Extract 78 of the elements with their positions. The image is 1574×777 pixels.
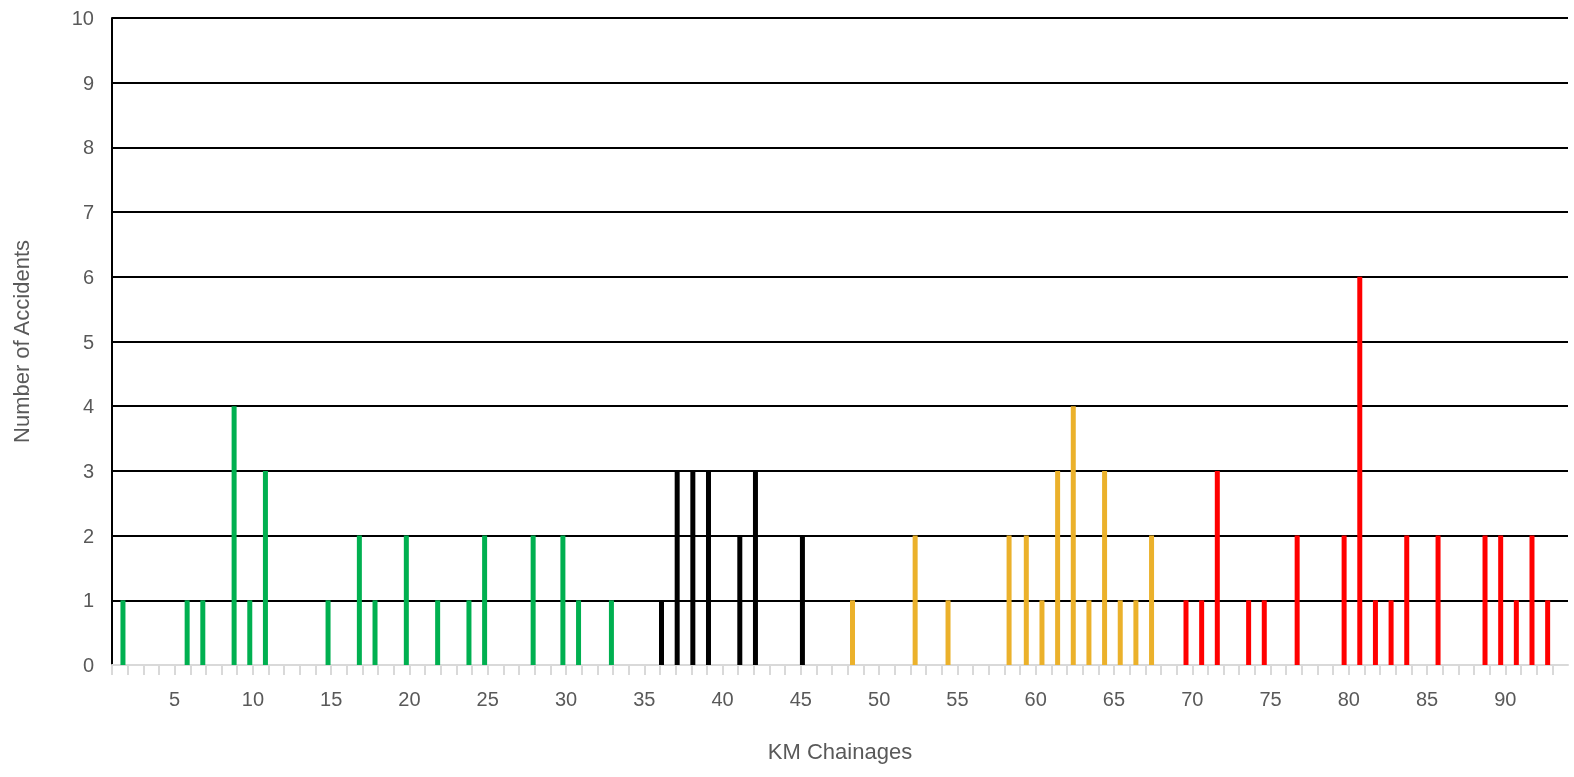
x-tick-label: 65 — [1102, 688, 1126, 710]
bar — [945, 600, 951, 665]
bar — [1545, 600, 1551, 665]
y-tick-label: 3 — [82, 459, 94, 482]
x-tick-label: 15 — [320, 688, 343, 710]
bar — [1117, 600, 1123, 665]
bar — [356, 535, 362, 665]
x-tick-label: 60 — [1024, 688, 1047, 710]
x-tick-label: 50 — [868, 688, 891, 710]
bar — [466, 600, 472, 665]
y-tick-label: 2 — [82, 524, 94, 547]
x-tick-label: 20 — [398, 688, 421, 710]
bar — [325, 600, 331, 665]
x-tick-label: 45 — [789, 688, 812, 710]
y-tick-label: 0 — [82, 654, 94, 676]
bar — [850, 600, 856, 665]
y-tick-label: 8 — [82, 136, 94, 159]
bar — [1513, 600, 1519, 665]
y-tick-label: 1 — [82, 589, 94, 612]
bar — [1214, 470, 1220, 665]
bar — [1435, 535, 1441, 665]
x-tick-label: 85 — [1415, 688, 1439, 710]
bar — [1246, 600, 1252, 665]
y-axis-title: Number of Accidents — [8, 240, 34, 443]
bar — [608, 600, 614, 665]
bar — [1055, 470, 1061, 665]
bar — [560, 535, 566, 665]
bar — [1199, 600, 1205, 665]
bar — [1261, 600, 1267, 665]
bar — [1404, 535, 1410, 665]
bar — [200, 600, 206, 665]
bar — [1529, 535, 1535, 665]
y-tick-label: 6 — [82, 265, 94, 288]
bar — [262, 470, 268, 665]
bar — [1102, 470, 1108, 665]
bar — [435, 600, 441, 665]
bar — [912, 535, 918, 665]
x-tick-label: 30 — [554, 688, 578, 710]
bar — [1070, 406, 1076, 665]
bar — [530, 535, 536, 665]
x-tick-label: 80 — [1337, 688, 1360, 710]
x-tick-label: 5 — [169, 688, 181, 710]
x-tick-label: 40 — [711, 688, 734, 710]
x-axis-title: KM Chainages — [767, 738, 913, 764]
bar — [1133, 600, 1139, 665]
bar — [482, 535, 488, 665]
bar — [120, 600, 126, 665]
bar — [1294, 535, 1300, 665]
bar — [1372, 600, 1378, 665]
bar — [184, 600, 190, 665]
bar — [1086, 600, 1092, 665]
bar — [1388, 600, 1394, 665]
bar — [247, 600, 253, 665]
y-tick-label: 9 — [82, 71, 94, 94]
bar — [403, 535, 409, 665]
y-tick-label: 7 — [82, 201, 94, 224]
y-tick-label: 5 — [82, 330, 94, 353]
bar — [1023, 535, 1029, 665]
x-tick-label: 90 — [1494, 688, 1517, 710]
x-tick-label: 55 — [946, 688, 969, 710]
bar — [1341, 535, 1347, 665]
bar — [576, 600, 582, 665]
x-tick-label: 70 — [1181, 688, 1204, 710]
x-tick-label: 10 — [241, 688, 265, 710]
bar — [1357, 276, 1363, 665]
bar — [1039, 600, 1045, 665]
y-tick-label: 10 — [71, 7, 94, 29]
x-tick-label: 25 — [476, 688, 499, 710]
bar — [1149, 535, 1155, 665]
bar — [1183, 600, 1189, 665]
bar — [372, 600, 378, 665]
bar — [1482, 535, 1488, 665]
bar — [1006, 535, 1012, 665]
x-tick-label: 75 — [1259, 688, 1282, 710]
x-tick-label: 35 — [633, 688, 656, 710]
y-tick-label: 4 — [82, 395, 94, 418]
bar — [1498, 535, 1504, 665]
bar — [231, 406, 237, 665]
